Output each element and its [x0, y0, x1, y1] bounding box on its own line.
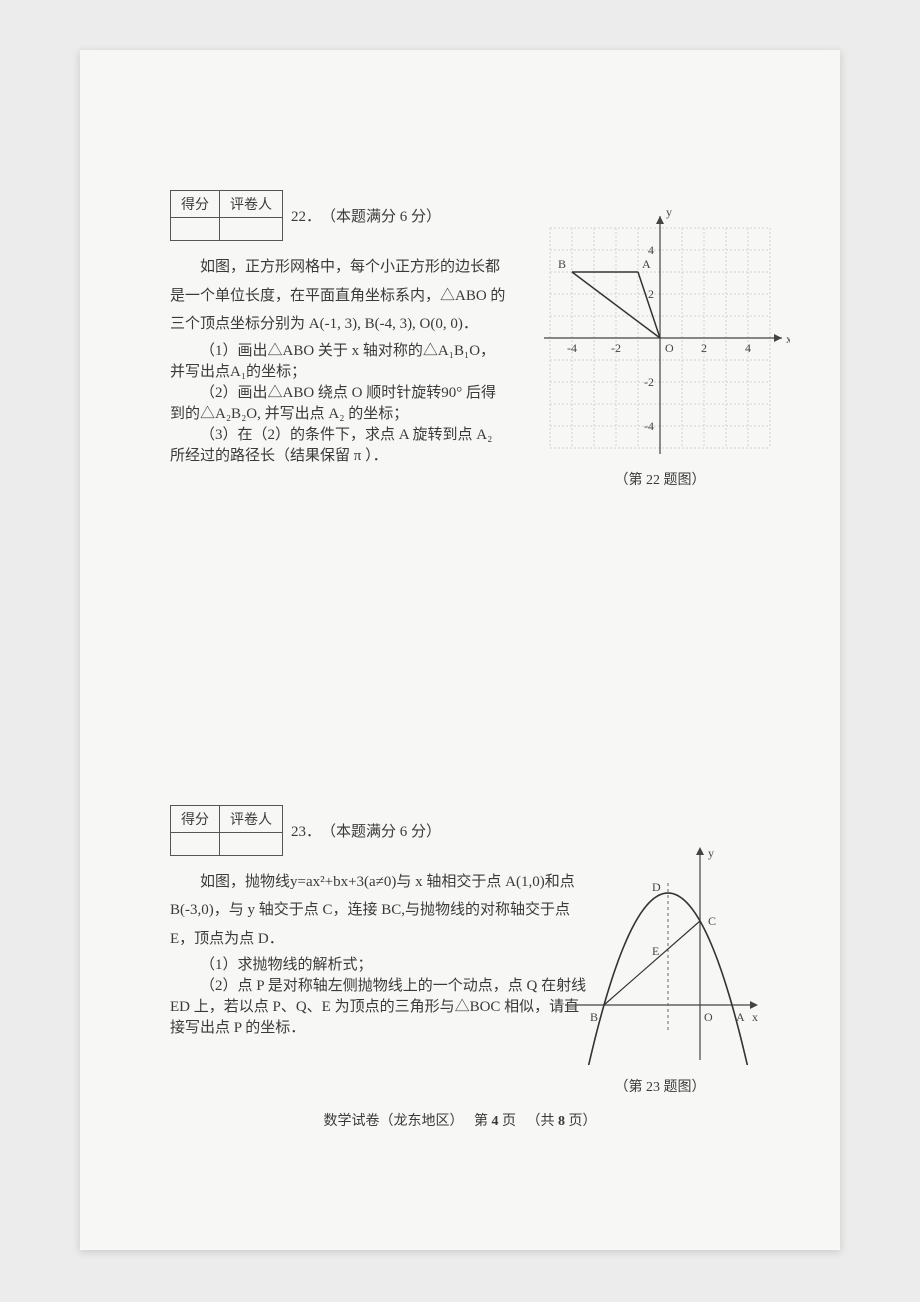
question-22-part1: （1）画出△ABO 关于 x 轴对称的△A₁B₁O，并写出点A₁的坐标；	[170, 339, 510, 381]
svg-text:4: 4	[648, 243, 654, 257]
score-cell-marker: 评卷人	[220, 805, 283, 832]
score-table-22: 得分 评卷人	[170, 190, 283, 241]
score-cell-empty	[171, 218, 220, 241]
figure-22-caption: （第 22 题图）	[530, 469, 790, 489]
svg-text:D: D	[652, 880, 661, 894]
score-cell-empty	[220, 832, 283, 855]
parabola-icon: x y A B C D E O	[560, 845, 760, 1065]
svg-text:E: E	[652, 944, 659, 958]
svg-text:O: O	[704, 1010, 713, 1024]
score-cell-marker: 评卷人	[220, 191, 283, 218]
svg-text:O: O	[665, 341, 674, 355]
score-cell-empty	[220, 218, 283, 241]
svg-text:B: B	[558, 257, 566, 271]
svg-text:-2: -2	[644, 375, 654, 389]
page-footer: 数学试卷（龙东地区） 第 4 页 （共 8 页）	[80, 1110, 840, 1130]
coordinate-grid-icon: -4 -2 2 4 -4 -2 2 4 x y O A B	[530, 208, 790, 458]
score-cell-label: 得分	[171, 191, 220, 218]
figure-23: x y A B C D E O （第 23 题图）	[560, 845, 760, 1096]
question-22: 得分 评卷人 22． （本题满分 6 分） 如图，正方形网格中，每个小正方形的边…	[170, 190, 750, 465]
question-23-part1: （1）求抛物线的解析式；	[170, 953, 590, 974]
exam-page: 得分 评卷人 22． （本题满分 6 分） 如图，正方形网格中，每个小正方形的边…	[80, 50, 840, 1250]
footer-page-current: 4	[492, 1114, 499, 1129]
figure-23-caption: （第 23 题图）	[560, 1076, 760, 1096]
question-22-points: （本题满分 6 分）	[321, 205, 441, 226]
svg-text:2: 2	[701, 341, 707, 355]
svg-text:y: y	[666, 208, 672, 219]
svg-text:x: x	[752, 1010, 758, 1024]
svg-text:-4: -4	[644, 419, 654, 433]
footer-of: （共	[527, 1114, 555, 1129]
svg-text:C: C	[708, 914, 716, 928]
question-23-part2: （2）点 P 是对称轴左侧抛物线上的一个动点，点 Q 在射线 ED 上，若以点 …	[170, 974, 590, 1037]
svg-text:4: 4	[745, 341, 751, 355]
svg-text:-4: -4	[567, 341, 577, 355]
footer-end: 页）	[569, 1114, 597, 1129]
question-23-intro: 如图，抛物线y=ax²+bx+3(a≠0)与 x 轴相交于点 A(1,0)和点 …	[170, 868, 590, 954]
footer-page-word: 页	[502, 1114, 516, 1129]
svg-text:-2: -2	[611, 341, 621, 355]
svg-text:A: A	[642, 257, 651, 271]
question-22-number: 22．	[291, 205, 321, 226]
svg-text:2: 2	[648, 287, 654, 301]
question-22-part3: （3）在（2）的条件下，求点 A 旋转到点 A₂ 所经过的路径长（结果保留 π …	[170, 423, 510, 465]
footer-page-total: 8	[558, 1114, 565, 1129]
score-cell-empty	[171, 832, 220, 855]
question-22-part2: （2）画出△ABO 绕点 O 顺时针旋转90° 后得到的△A₂B₂O, 并写出点…	[170, 381, 510, 423]
question-22-intro: 如图，正方形网格中，每个小正方形的边长都是一个单位长度，在平面直角坐标系内，△A…	[170, 253, 510, 339]
svg-text:x: x	[786, 332, 790, 346]
footer-mid: 第	[474, 1114, 488, 1129]
question-23-points: （本题满分 6 分）	[321, 820, 441, 841]
question-23-number: 23．	[291, 820, 321, 841]
svg-text:B: B	[590, 1010, 598, 1024]
figure-22: -4 -2 2 4 -4 -2 2 4 x y O A B （第 22 题图）	[530, 208, 790, 489]
svg-text:y: y	[708, 846, 714, 860]
score-cell-label: 得分	[171, 805, 220, 832]
question-23: 得分 评卷人 23． （本题满分 6 分） 如图，抛物线y=ax²+bx+3(a…	[170, 805, 750, 1038]
footer-title: 数学试卷（龙东地区）	[324, 1114, 464, 1129]
svg-text:A: A	[736, 1010, 745, 1024]
score-table-23: 得分 评卷人	[170, 805, 283, 856]
